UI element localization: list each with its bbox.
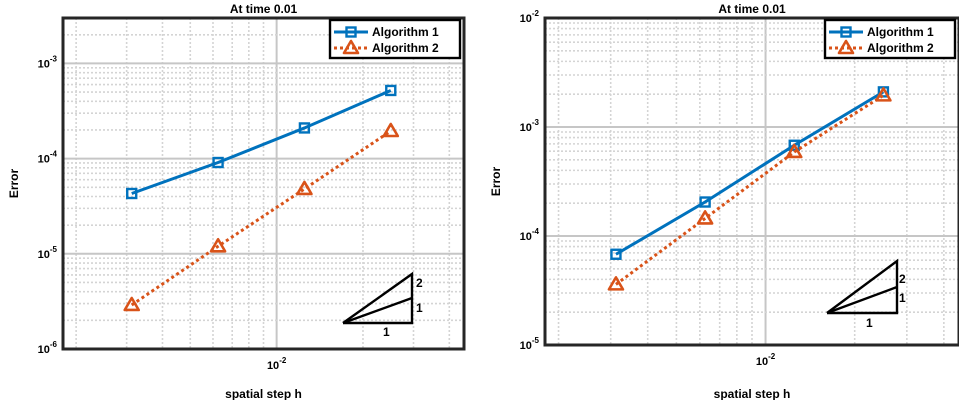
y-tick-exponent: -4	[532, 227, 540, 236]
series-1	[610, 86, 890, 260]
data-point-triangle	[607, 276, 625, 291]
y-tick-base: 10	[38, 154, 50, 166]
slope-one-line	[826, 285, 898, 315]
series-line-2	[615, 94, 885, 286]
y-tick-label: 10-6	[38, 340, 58, 356]
data-point-square	[788, 139, 800, 151]
data-point-triangle	[209, 237, 227, 253]
y-tick-base: 10	[520, 13, 532, 25]
legend-item-1: Algorithm 1	[829, 25, 934, 39]
y-axis-label: Error	[7, 168, 21, 198]
y-tick-label: 10-5	[38, 245, 58, 261]
legend-marker-square	[840, 26, 852, 38]
x-tick-exponent: -2	[279, 356, 287, 365]
series-2	[607, 87, 892, 291]
data-point-triangle	[875, 87, 892, 102]
slope-label-1: 1	[416, 301, 423, 315]
axes-frame	[61, 16, 466, 351]
slope-label-2: 2	[899, 272, 906, 286]
y-tick-exponent: -2	[532, 9, 540, 18]
y-tick-exponent: -3	[532, 118, 540, 127]
series-line-1	[131, 89, 392, 195]
y-tick-exponent: -5	[50, 245, 58, 254]
legend: Algorithm 1 Algorithm 2	[328, 18, 462, 60]
slope-label-1: 1	[899, 291, 906, 305]
data-point-triangle	[696, 210, 714, 225]
y-tick-exponent: -5	[532, 336, 540, 345]
y-tick-label: 10-5	[520, 336, 540, 352]
series-1	[126, 84, 397, 200]
slope-label-2: 2	[416, 276, 423, 290]
data-point-triangle	[296, 180, 313, 196]
slope-triangle: 2 1 1	[342, 271, 423, 339]
grid	[63, 18, 464, 349]
y-tick-label: 10-4	[520, 227, 540, 243]
x-tick-label: 10-2	[756, 352, 776, 368]
y-tick-base: 10	[520, 340, 532, 352]
slope-triangle: 2 1 1	[826, 258, 906, 330]
y-tick-exponent: -4	[50, 150, 58, 159]
y-tick-label: 10-3	[38, 54, 58, 70]
y-tick-base: 10	[38, 249, 50, 261]
legend-item-2: Algorithm 2	[829, 39, 934, 55]
legend-label: Algorithm 2	[867, 41, 934, 55]
series-line-2	[130, 129, 392, 307]
series-2	[123, 122, 400, 312]
slope-one-line	[342, 296, 413, 325]
x-axis-label: spatial step h	[714, 387, 791, 400]
chart-title: At time 0.01	[718, 2, 786, 16]
x-axis-label: spatial step h	[225, 387, 302, 400]
slope-label-base: 1	[866, 316, 873, 330]
legend-marker-triangle	[342, 39, 360, 55]
y-tick-base: 10	[38, 58, 50, 70]
series-line-1	[615, 90, 885, 256]
y-tick-label: 10-4	[38, 150, 58, 166]
grid	[545, 18, 959, 345]
data-point-square	[212, 156, 224, 169]
legend-label: Algorithm 1	[372, 25, 439, 39]
y-tick-base: 10	[520, 122, 532, 134]
y-tick-label: 10-2	[520, 9, 540, 25]
data-point-square	[610, 248, 622, 260]
data-point-triangle	[785, 143, 803, 159]
axes-frame	[543, 16, 959, 347]
y-tick-base: 10	[38, 344, 50, 356]
x-tick-label: 10-2	[267, 356, 287, 372]
y-tick-exponent: -3	[50, 54, 58, 63]
y-tick-label: 10-3	[520, 118, 540, 134]
slope-label-base: 1	[383, 325, 390, 339]
y-tick-base: 10	[520, 231, 532, 243]
data-point-triangle	[382, 122, 400, 138]
legend: Algorithm 1 Algorithm 2	[823, 18, 957, 60]
legend-label: Algorithm 1	[867, 25, 934, 39]
x-tick-exponent: -2	[768, 352, 776, 361]
x-tick-base: 10	[267, 360, 279, 372]
legend-item-2: Algorithm 2	[334, 39, 439, 55]
x-tick-base: 10	[756, 356, 768, 368]
legend-marker-triangle	[837, 39, 855, 55]
data-point-square	[385, 84, 397, 97]
y-axis-label: Error	[489, 166, 503, 196]
data-point-triangle	[123, 296, 141, 312]
data-point-square	[699, 196, 711, 208]
legend-label: Algorithm 2	[372, 41, 439, 55]
legend-marker-square	[345, 26, 357, 38]
data-point-square	[126, 187, 138, 200]
y-tick-exponent: -6	[50, 340, 58, 349]
legend-item-1: Algorithm 1	[334, 25, 439, 39]
chart-title: At time 0.01	[230, 2, 298, 16]
data-point-square	[298, 122, 311, 134]
